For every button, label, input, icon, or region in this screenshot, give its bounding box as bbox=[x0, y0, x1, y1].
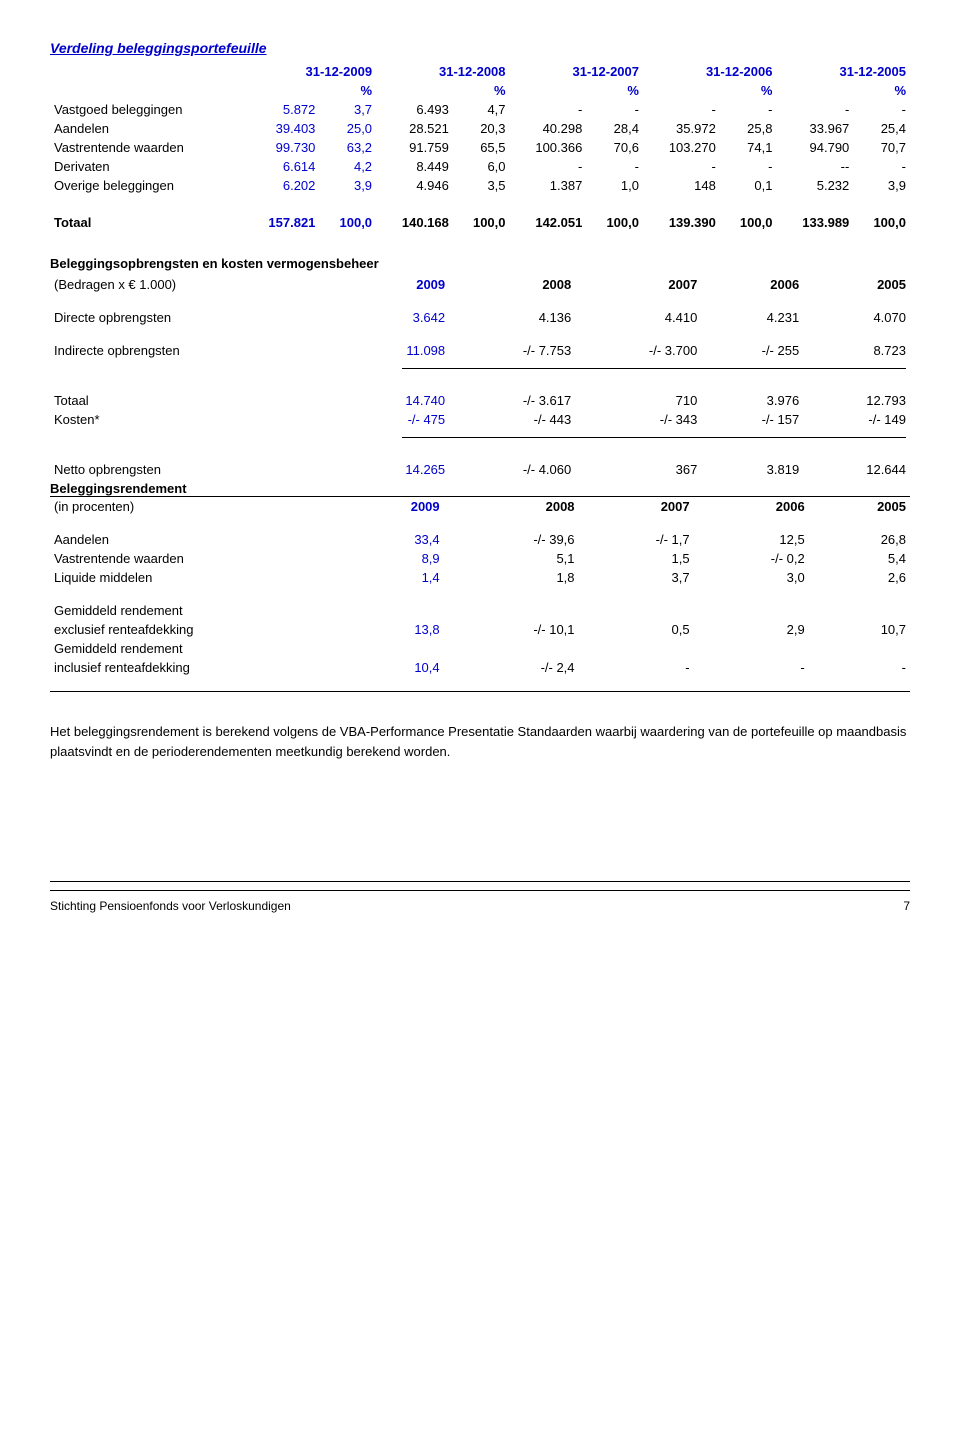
section-title-3: Beleggingsrendement bbox=[50, 481, 910, 496]
table-row: Vastrentende waarden8,95,11,5-/- 0,25,4 bbox=[50, 549, 910, 568]
table-row: exclusief renteafdekking13,8-/- 10,10,52… bbox=[50, 620, 910, 639]
table-row: Vastrentende waarden99.73063,291.75965,5… bbox=[50, 138, 910, 157]
section-title-2: Beleggingsopbrengsten en kosten vermogen… bbox=[50, 256, 910, 271]
row-direct: Directe opbrengsten 3.642 4.136 4.410 4.… bbox=[50, 308, 910, 327]
page-footer: Stichting Pensioenfonds voor Verloskundi… bbox=[50, 881, 910, 913]
table-row: Gemiddeld rendement bbox=[50, 601, 910, 620]
table-header-dates: 31-12-2009 31-12-2008 31-12-2007 31-12-2… bbox=[50, 62, 910, 81]
table-row: Vastgoed beleggingen5.8723,76.4934,7----… bbox=[50, 100, 910, 119]
table-rendement: (in procenten) 2009 2008 2007 2006 2005 … bbox=[50, 496, 910, 692]
table-row: Gemiddeld rendement bbox=[50, 639, 910, 658]
paragraph-text: Het beleggingsrendement is berekend volg… bbox=[50, 722, 910, 761]
row-netto: Netto opbrengsten 14.265 -/- 4.060 367 3… bbox=[50, 460, 910, 479]
row-total: Totaal 14.740 -/- 3.617 710 3.976 12.793 bbox=[50, 391, 910, 410]
row-indirect: Indirecte opbrengsten 11.098 -/- 7.753 -… bbox=[50, 341, 910, 360]
footer-left: Stichting Pensioenfonds voor Verloskundi… bbox=[50, 899, 291, 913]
table-row: Aandelen33,4-/- 39,6-/- 1,712,526,8 bbox=[50, 530, 910, 549]
table-portfolio: 31-12-2009 31-12-2008 31-12-2007 31-12-2… bbox=[50, 62, 910, 232]
table-header-pct: % % % % % bbox=[50, 81, 910, 100]
table-row: Overige beleggingen6.2023,94.9463,51.387… bbox=[50, 176, 910, 195]
table-row: Aandelen39.40325,028.52120,340.29828,435… bbox=[50, 119, 910, 138]
table-row: Liquide middelen1,41,83,73,02,6 bbox=[50, 568, 910, 587]
table-returns: (Bedragen x € 1.000) 2009 2008 2007 2006… bbox=[50, 275, 910, 479]
footer-page-number: 7 bbox=[903, 899, 910, 913]
table-row: Derivaten6.6144,28.4496,0------- bbox=[50, 157, 910, 176]
table-total-row: Totaal 157.821100,0 140.168100,0 142.051… bbox=[50, 209, 910, 232]
table-row: inclusief renteafdekking10,4-/- 2,4--- bbox=[50, 658, 910, 677]
section-title-1: Verdeling beleggingsportefeuille bbox=[50, 40, 910, 56]
row-kosten: Kosten* -/- 475 -/- 443 -/- 343 -/- 157 … bbox=[50, 410, 910, 429]
